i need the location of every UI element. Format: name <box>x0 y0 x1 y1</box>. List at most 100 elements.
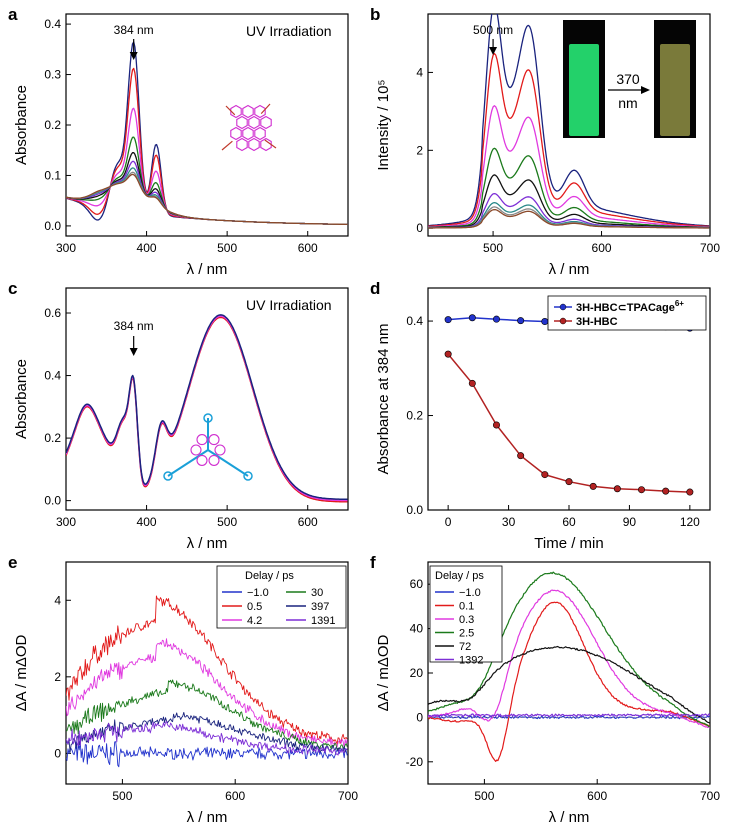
vial-yellow-emission <box>660 44 690 136</box>
aromatic-ring <box>248 137 260 152</box>
series-group <box>66 314 348 503</box>
aromatic-ring <box>230 104 242 119</box>
legend-box <box>547 295 707 331</box>
plot-title: UV Irradiation <box>246 297 332 313</box>
legend-title: Delay / ps <box>435 570 484 582</box>
kinetic-trace <box>66 679 348 751</box>
aromatic-ring <box>242 126 254 141</box>
emission-curve <box>428 105 710 228</box>
plot-frame <box>427 13 711 237</box>
y-tick-label: 0 <box>416 221 423 235</box>
y-tick-label: 4 <box>416 65 423 79</box>
kinetic-trace <box>428 645 710 724</box>
guest-ring <box>196 454 208 466</box>
series-group <box>66 41 348 226</box>
molecule-structure <box>221 103 277 152</box>
y-tick-label: 2 <box>54 670 61 684</box>
emission-curve <box>428 147 710 229</box>
cage-arm <box>207 449 249 477</box>
x-tick-label: 500 <box>474 789 494 803</box>
data-point <box>662 487 670 495</box>
kinetic-trace <box>66 638 348 749</box>
panel-c: 300 400 500 600 0.0 0.2 0.4 0.6 λ / nm Absorbance… <box>8 279 349 552</box>
y-axis-title: ΔA / mΔOD <box>13 634 30 711</box>
y-tick-label: 0.2 <box>406 409 423 423</box>
panel-letter: b <box>370 5 380 24</box>
legend-label: −1.0 <box>459 587 481 599</box>
y-axis-title: Absorbance at 384 nm <box>375 324 392 475</box>
panel-a: 300 400 500 600 0.0 0.1 0.2 0.3 0.4 λ / nm Absorba… <box>8 5 349 278</box>
x-tick-label: 600 <box>587 789 607 803</box>
y-tick-label: 0 <box>54 746 61 760</box>
data-point <box>638 486 646 494</box>
y-axis-title: Absorbance <box>13 359 30 439</box>
x-axis-title: λ / nm <box>549 809 590 826</box>
cage-arm <box>167 449 209 477</box>
x-tick-label: 400 <box>137 515 157 529</box>
x-tick-label: 300 <box>56 515 76 529</box>
legend-label: 0.1 <box>459 601 474 613</box>
x-tick-label: 600 <box>298 515 318 529</box>
inset-unit-label: nm <box>618 95 637 111</box>
data-point <box>517 452 525 460</box>
aromatic-ring <box>236 115 248 130</box>
absorbance-curve <box>66 314 348 501</box>
legend-label: −1.0 <box>247 587 269 599</box>
panel-letter: e <box>8 553 17 572</box>
panel-letter: d <box>370 279 380 298</box>
x-axis-title: Time / min <box>534 535 603 552</box>
y-tick-label: -20 <box>406 755 424 769</box>
panel-b: 500 600 700 0 2 4 λ / nm Intensity / 10⁵ b 500 nm… <box>370 5 720 278</box>
absorbance-curve <box>66 41 348 226</box>
emission-curve <box>428 208 710 229</box>
legend-title: Delay / ps <box>245 570 294 582</box>
data-point <box>589 482 597 490</box>
x-tick-label: 600 <box>298 241 318 255</box>
legend-label: 0.5 <box>247 601 262 613</box>
arrow-head <box>129 52 138 60</box>
panel-letter: a <box>8 5 18 24</box>
y-tick-label: 0.4 <box>406 314 423 328</box>
series-group <box>66 595 348 768</box>
legend-marker <box>559 303 567 311</box>
guest-ring <box>214 444 226 456</box>
aromatic-ring <box>236 137 248 152</box>
plot-frame <box>65 561 349 785</box>
data-point <box>541 471 549 479</box>
series-group <box>428 14 710 229</box>
data-point <box>444 316 452 324</box>
cage-node <box>203 413 213 423</box>
absorbance-curve <box>66 67 348 226</box>
data-point <box>468 379 476 387</box>
series-line <box>447 353 690 493</box>
y-tick-label: 0.4 <box>44 17 61 31</box>
data-point <box>492 421 500 429</box>
y-tick-label: 0.6 <box>44 306 61 320</box>
panel-letter: f <box>370 553 376 572</box>
x-axis-title: λ / nm <box>549 261 590 278</box>
y-axis-title: Absorbance <box>13 85 30 165</box>
inset-arrow-head <box>641 86 650 94</box>
data-point <box>517 317 525 325</box>
x-axis-title: λ / nm <box>187 809 228 826</box>
y-tick-label: 0.2 <box>44 431 61 445</box>
kinetic-trace <box>428 715 710 720</box>
x-tick-label: 500 <box>483 241 503 255</box>
legend-label: 397 <box>311 601 329 613</box>
y-tick-label: 40 <box>410 622 424 636</box>
x-tick-label: 500 <box>112 789 132 803</box>
y-tick-label: 0.0 <box>44 494 61 508</box>
x-axis-title: λ / nm <box>187 535 228 552</box>
legend-label: 72 <box>459 641 471 653</box>
kinetic-trace <box>428 571 710 728</box>
peak-annotation: 384 nm <box>114 319 154 333</box>
absorbance-curve <box>66 107 348 226</box>
emission-curve <box>428 14 710 227</box>
y-tick-label: 20 <box>410 666 424 680</box>
x-tick-label: 90 <box>623 515 637 529</box>
y-tick-label: 0.3 <box>44 68 61 82</box>
side-chain <box>264 139 277 149</box>
peak-annotation: 384 nm <box>114 23 154 37</box>
data-point <box>686 488 694 496</box>
inset-wavelength-label: 370 <box>616 71 640 87</box>
